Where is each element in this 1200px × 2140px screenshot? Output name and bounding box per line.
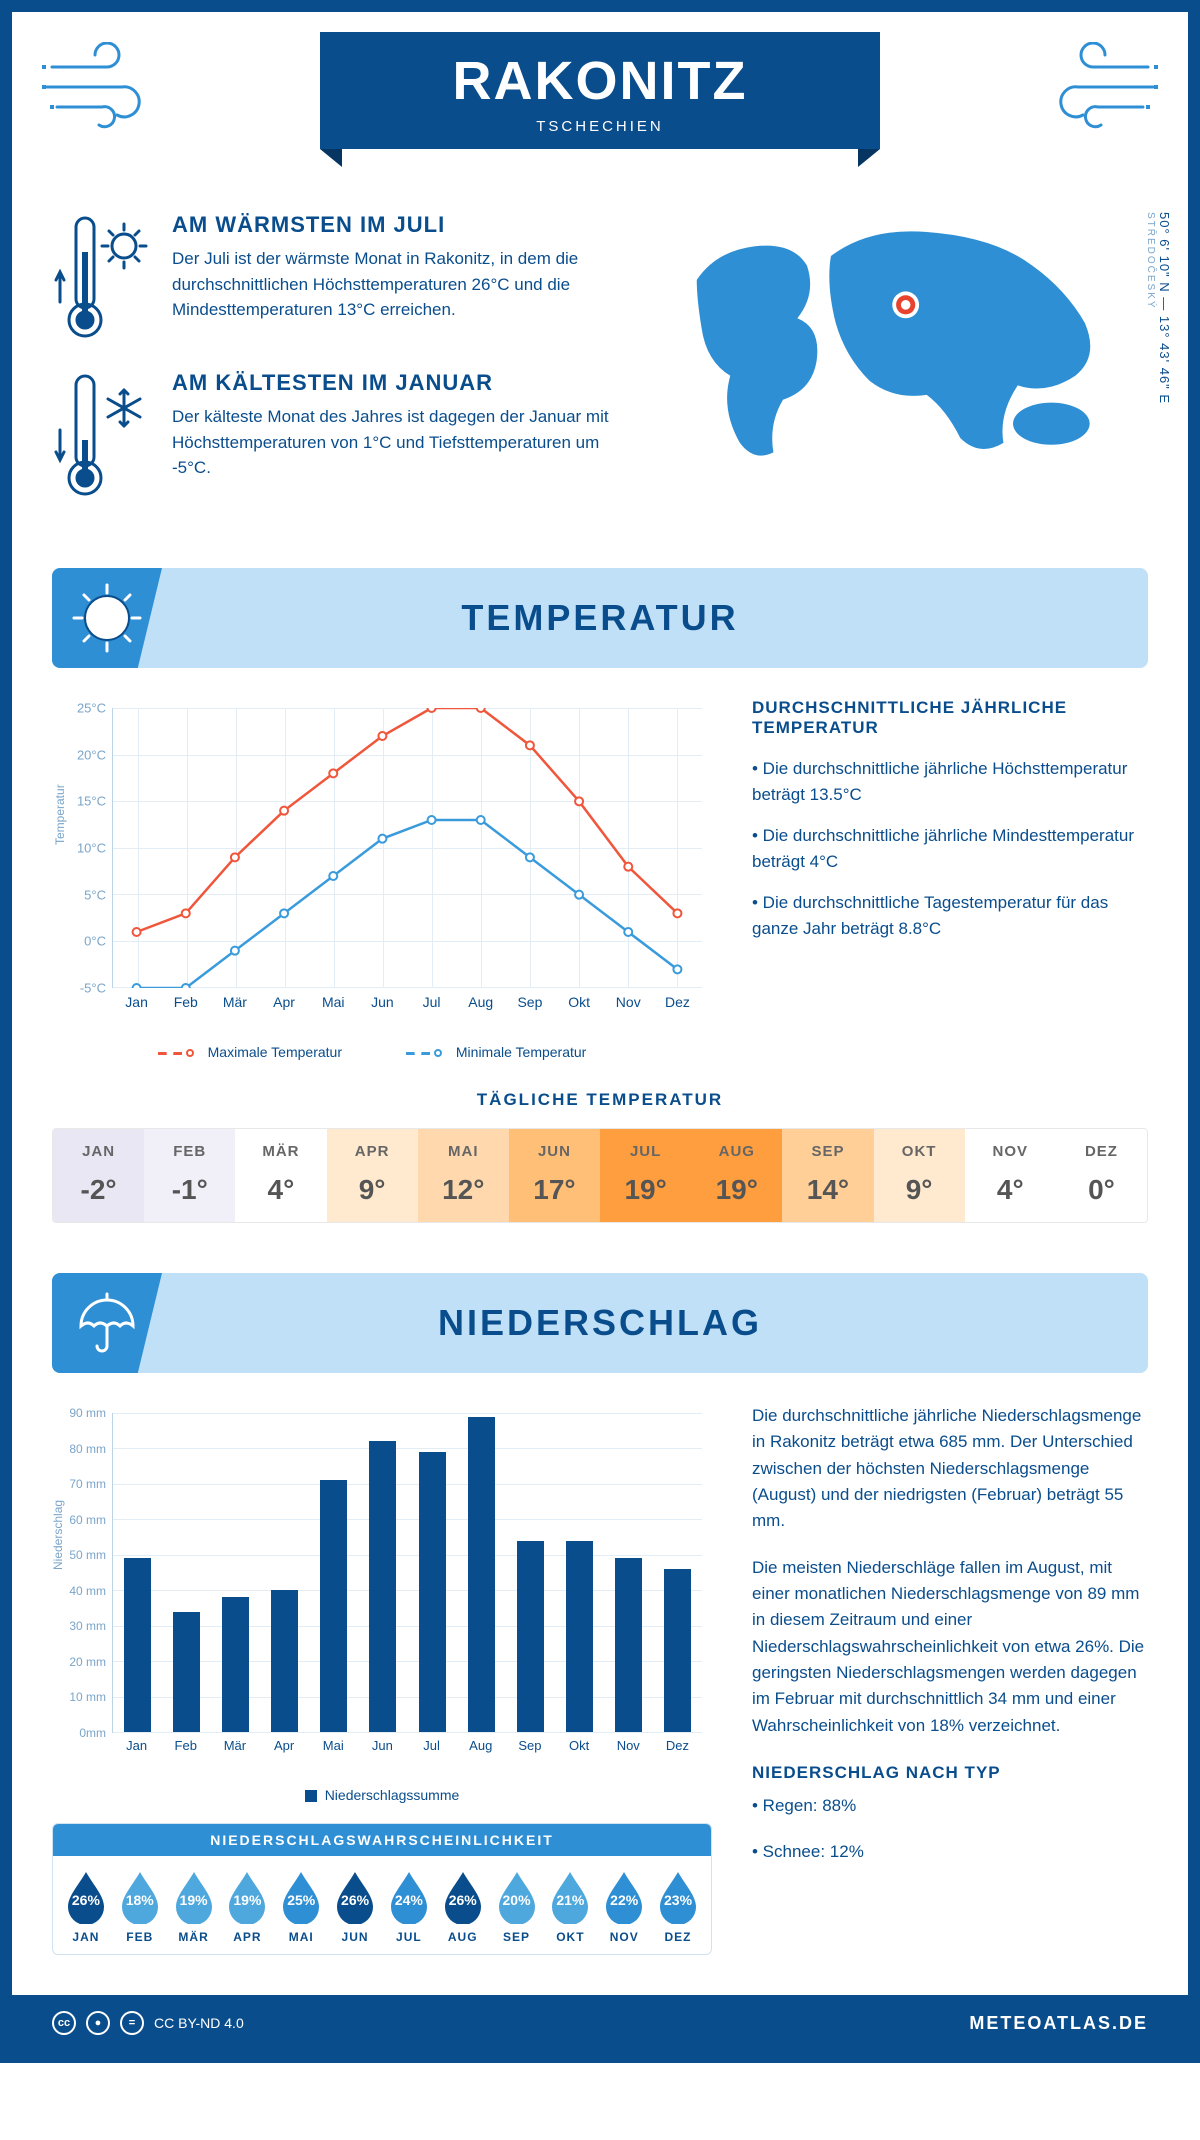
prob-title: NIEDERSCHLAGSWAHRSCHEINLICHKEIT: [53, 1824, 711, 1856]
daily-temp-cell: DEZ0°: [1056, 1129, 1147, 1222]
brand: METEOATLAS.DE: [969, 2013, 1148, 2034]
precip-type-bullet: • Regen: 88%: [752, 1793, 1148, 1819]
prob-cell: 26%JUN: [330, 1870, 380, 1944]
drop-icon: 19%: [172, 1870, 216, 1924]
precip-bar: [222, 1597, 249, 1732]
temp-legend: Maximale Temperatur Minimale Temperatur: [52, 1044, 712, 1060]
header: RAKONITZ TSCHECHIEN: [52, 32, 1148, 202]
prob-cell: 26%JAN: [61, 1870, 111, 1944]
wind-icon: [42, 42, 162, 132]
coords-label: 50° 6' 10" N — 13° 43' 46" E: [1157, 212, 1172, 404]
daily-temp-cell: FEB-1°: [144, 1129, 235, 1222]
temperature-line-chart: Temperatur -5°C0°C5°C10°C15°C20°C25°CJan…: [52, 698, 712, 1060]
title-banner: RAKONITZ TSCHECHIEN: [320, 32, 880, 149]
cc-icon: cc: [52, 2011, 76, 2035]
prob-cell: 19%MÄR: [169, 1870, 219, 1944]
drop-icon: 21%: [548, 1870, 592, 1924]
daily-temp-cell: MAI12°: [418, 1129, 509, 1222]
warmest-block: AM WÄRMSTEN IM JULI Der Juli ist der wär…: [52, 212, 638, 342]
precip-title: NIEDERSCHLAG: [438, 1302, 762, 1344]
world-map: STŘEDOČESKÝ 50° 6' 10" N — 13° 43' 46" E: [668, 212, 1148, 528]
daily-temp-cell: AUG19°: [691, 1129, 782, 1222]
precip-text-2: Die meisten Niederschläge fallen im Augu…: [752, 1555, 1148, 1739]
temperature-section-header: TEMPERATUR: [52, 568, 1148, 668]
daily-temp-cell: APR9°: [327, 1129, 418, 1222]
precip-bar: [566, 1541, 593, 1732]
warmest-title: AM WÄRMSTEN IM JULI: [172, 212, 638, 238]
daily-temp-title: TÄGLICHE TEMPERATUR: [52, 1090, 1148, 1110]
temp-info-bullet: • Die durchschnittliche jährliche Mindes…: [752, 823, 1148, 874]
nd-icon: =: [120, 2011, 144, 2035]
precip-bar: [173, 1612, 200, 1733]
daily-temp-cell: JUN17°: [509, 1129, 600, 1222]
drop-icon: 26%: [441, 1870, 485, 1924]
daily-temp-cell: OKT9°: [874, 1129, 965, 1222]
precip-bar: [419, 1452, 446, 1732]
drop-icon: 24%: [387, 1870, 431, 1924]
precip-probability-box: NIEDERSCHLAGSWAHRSCHEINLICHKEIT 26%JAN 1…: [52, 1823, 712, 1955]
prob-cell: 20%SEP: [492, 1870, 542, 1944]
by-icon: ●: [86, 2011, 110, 2035]
temp-info-title: DURCHSCHNITTLICHE JÄHRLICHE TEMPERATUR: [752, 698, 1148, 738]
temperature-info: DURCHSCHNITTLICHE JÄHRLICHE TEMPERATUR •…: [752, 698, 1148, 1060]
prob-cell: 26%AUG: [438, 1870, 488, 1944]
wind-icon: [1038, 42, 1158, 132]
daily-temp-cell: MÄR4°: [235, 1129, 326, 1222]
prob-cell: 23%DEZ: [653, 1870, 703, 1944]
prob-cell: 24%JUL: [384, 1870, 434, 1944]
precip-info: Die durchschnittliche jährliche Niedersc…: [752, 1403, 1148, 1955]
drop-icon: 18%: [118, 1870, 162, 1924]
coldest-title: AM KÄLTESTEN IM JANUAR: [172, 370, 638, 396]
prob-cell: 22%NOV: [599, 1870, 649, 1944]
umbrella-icon: [52, 1273, 162, 1373]
drop-icon: 19%: [225, 1870, 269, 1924]
prob-cell: 21%OKT: [545, 1870, 595, 1944]
daily-temp-cell: NOV4°: [965, 1129, 1056, 1222]
precip-section-header: NIEDERSCHLAG: [52, 1273, 1148, 1373]
temp-info-bullet: • Die durchschnittliche Tagestemperatur …: [752, 890, 1148, 941]
temp-info-bullet: • Die durchschnittliche jährliche Höchst…: [752, 756, 1148, 807]
drop-icon: 23%: [656, 1870, 700, 1924]
precip-bar: [124, 1558, 151, 1732]
coldest-block: AM KÄLTESTEN IM JANUAR Der kälteste Mona…: [52, 370, 638, 500]
license: cc ● = CC BY-ND 4.0: [52, 2011, 244, 2035]
city-title: RAKONITZ: [320, 50, 880, 112]
drop-icon: 26%: [64, 1870, 108, 1924]
prob-cell: 19%APR: [222, 1870, 272, 1944]
coldest-text: Der kälteste Monat des Jahres ist dagege…: [172, 404, 638, 481]
precip-bar: [468, 1417, 495, 1732]
precip-bar: [615, 1558, 642, 1732]
precip-bar: [369, 1441, 396, 1732]
daily-temp-cell: JAN-2°: [53, 1129, 144, 1222]
sun-icon: [52, 568, 162, 668]
precip-type-title: NIEDERSCHLAG NACH TYP: [752, 1763, 1148, 1783]
warmest-text: Der Juli ist der wärmste Monat in Rakoni…: [172, 246, 638, 323]
drop-icon: 22%: [602, 1870, 646, 1924]
thermometer-sun-icon: [52, 212, 152, 342]
intro-row: AM WÄRMSTEN IM JULI Der Juli ist der wär…: [52, 212, 1148, 528]
precip-legend: Niederschlagssumme: [52, 1787, 712, 1803]
drop-icon: 26%: [333, 1870, 377, 1924]
precip-bar: [517, 1541, 544, 1732]
drop-icon: 25%: [279, 1870, 323, 1924]
thermometer-snow-icon: [52, 370, 152, 500]
footer: cc ● = CC BY-ND 4.0 METEOATLAS.DE: [12, 1995, 1188, 2051]
precip-bar: [664, 1569, 691, 1732]
daily-temp-cell: SEP14°: [782, 1129, 873, 1222]
prob-cell: 18%FEB: [115, 1870, 165, 1944]
precip-text-1: Die durchschnittliche jährliche Niedersc…: [752, 1403, 1148, 1535]
region-label: STŘEDOČESKÝ: [1145, 212, 1156, 310]
drop-icon: 20%: [495, 1870, 539, 1924]
prob-cell: 25%MAI: [276, 1870, 326, 1944]
daily-temp-table: JAN-2°FEB-1°MÄR4°APR9°MAI12°JUN17°JUL19°…: [52, 1128, 1148, 1223]
precip-bar: [320, 1480, 347, 1732]
license-text: CC BY-ND 4.0: [154, 2015, 244, 2031]
precip-bar: [271, 1590, 298, 1732]
precip-type-bullet: • Schnee: 12%: [752, 1839, 1148, 1865]
temperature-title: TEMPERATUR: [461, 597, 738, 639]
country-subtitle: TSCHECHIEN: [320, 118, 880, 135]
precip-bar-chart: Niederschlag 0mm10 mm20 mm30 mm40 mm50 m…: [52, 1403, 712, 1955]
daily-temp-cell: JUL19°: [600, 1129, 691, 1222]
